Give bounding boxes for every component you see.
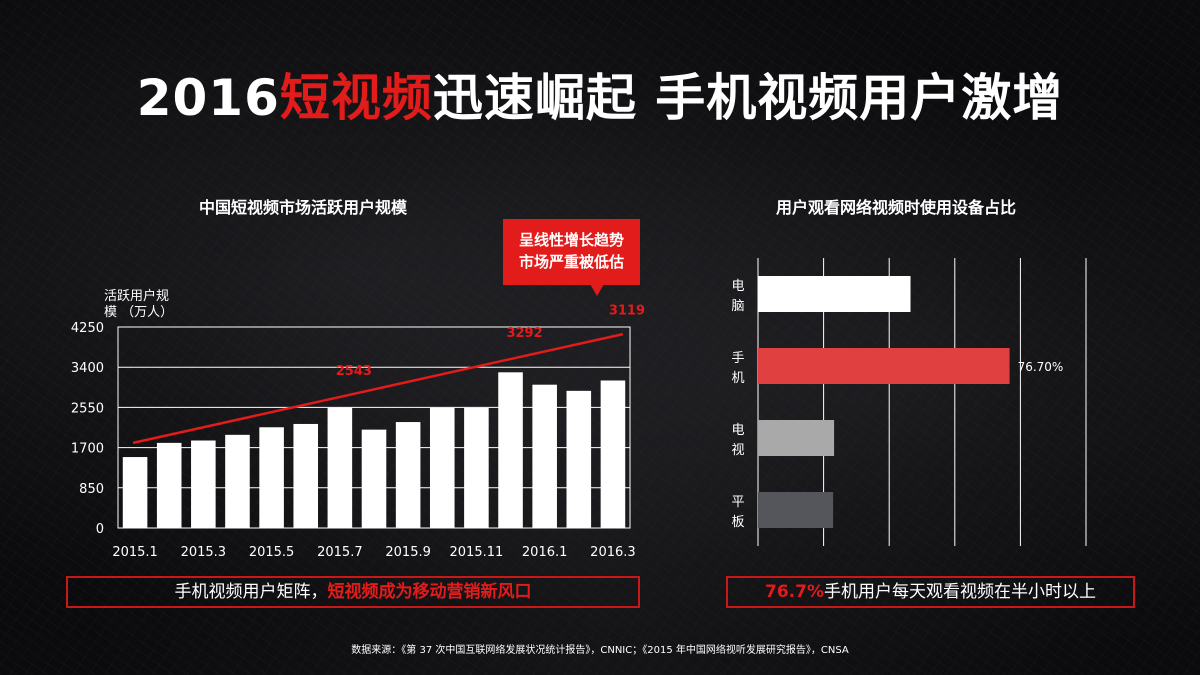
data-label: 3292 [506,326,542,341]
right-banner-highlight: 76.7% [765,582,824,602]
bar [758,420,835,456]
bar [225,434,250,528]
y-tick-label: 2550 [71,401,104,416]
bar [464,407,489,528]
data-source-note: 数据来源：《第 37 次中国互联网络发展状况统计报告》，CNNIC；《2015 … [351,645,849,656]
bar [498,372,523,528]
y-tick-label: 3400 [71,361,104,376]
y-tick-label: 1700 [71,442,104,457]
callout-line-2: 市场严重被低估 [518,253,624,271]
bar [758,276,911,312]
category-label: 电 [731,279,744,294]
ylabel-line-1: 活跃用户规 [104,289,170,304]
bar [191,440,216,528]
x-tick-label: 2016.1 [522,545,568,560]
bar [566,390,592,528]
left-summary-banner: 手机视频用户矩阵，短视频成为移动营销新风口 [66,576,640,608]
callout-pointer [590,284,604,296]
bar [395,422,421,528]
bar [122,457,148,528]
title-rest: 迅速崛起 手机视频用户激增 [432,69,1064,127]
y-tick-label: 0 [96,522,104,537]
category-label: 手 [731,351,744,366]
bar [327,407,353,528]
category-label: 视 [731,443,744,458]
right-banner-text: 手机用户每天观看视频在半小时以上 [823,582,1096,602]
category-label: 板 [731,515,744,530]
y-tick-label: 4250 [71,321,104,336]
bar [758,348,1010,384]
x-tick-label: 2016.3 [590,545,636,560]
x-tick-label: 2015.9 [385,545,431,560]
bar [429,407,455,528]
bar [156,442,182,528]
data-label: 3119 [609,303,645,318]
bar [758,492,834,528]
left-banner-highlight: 短视频成为移动营销新风口 [327,582,532,602]
bar [293,423,319,528]
ylabel-line-2: 模 （万人） [104,305,174,320]
x-tick-label: 2015.7 [317,545,363,560]
callout-line-1: 呈线性增长趋势 [518,231,624,249]
page-title: 2016短视频迅速崛起 手机视频用户激增 [0,58,1200,130]
right-chart-title: 用户观看网络视频时使用设备占比 [776,198,1017,217]
left-chart-title: 中国短视频市场活跃用户规模 [199,198,408,217]
trend-callout: 呈线性增长趋势 市场严重被低估 [503,219,640,285]
category-label: 电 [731,423,744,438]
title-highlight: 短视频 [279,69,433,127]
x-tick-label: 2015.5 [249,545,295,560]
title-year: 2016 [136,69,280,127]
x-tick-label: 2015.11 [450,545,504,560]
category-label: 脑 [731,299,744,314]
bar [532,384,557,528]
trendline [132,332,624,445]
x-tick-label: 2015.3 [181,545,227,560]
category-label: 平 [731,495,744,510]
bar [361,429,387,528]
data-label: 2543 [336,364,372,379]
category-label: 机 [731,371,744,386]
left-chart-ylabel: 活跃用户规 模 （万人） [104,289,173,321]
y-tick-label: 850 [79,482,104,497]
data-label: 76.70% [1018,360,1064,374]
left-banner-text: 手机视频用户矩阵， [174,582,328,602]
right-summary-banner: 76.7%手机用户每天观看视频在半小时以上 [726,576,1135,608]
bar [600,380,626,528]
bar [259,427,284,528]
x-tick-label: 2015.1 [112,545,158,560]
